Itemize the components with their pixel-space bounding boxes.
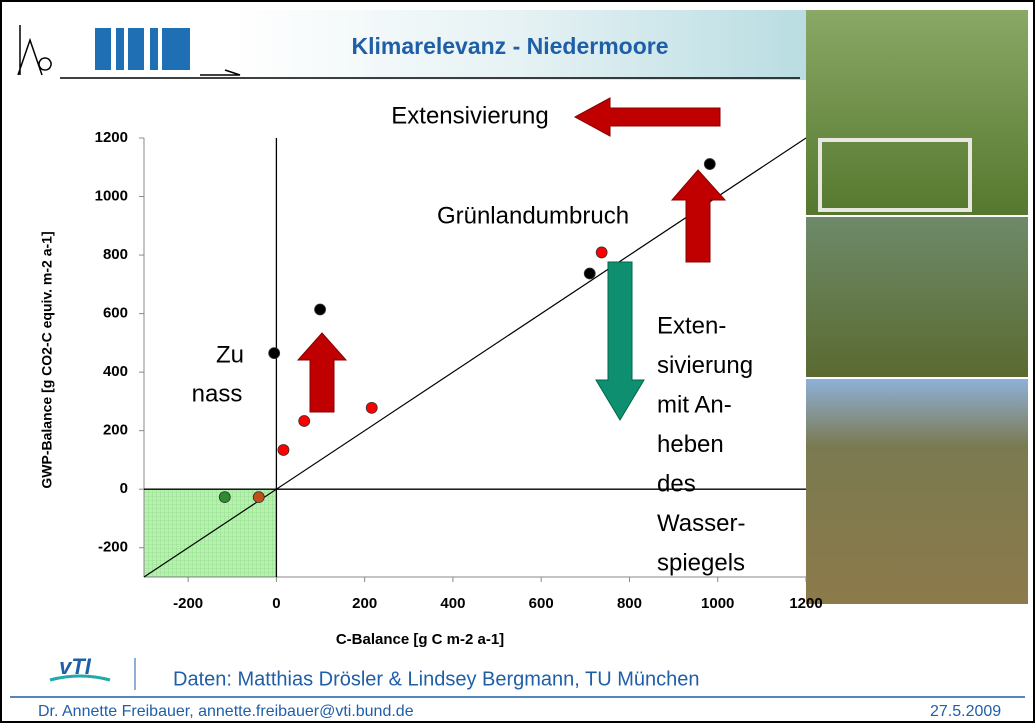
x-tick-label: 600 [529, 595, 554, 612]
x-tick-label: 200 [352, 595, 377, 612]
y-tick-label: 800 [103, 246, 128, 263]
annotation-line: sivierung [657, 352, 753, 379]
x-axis-label: C-Balance [g C m-2 a-1] [336, 631, 504, 648]
point [595, 246, 608, 259]
point [314, 303, 326, 316]
point [277, 444, 290, 456]
header-lines [17, 25, 800, 79]
arrow [595, 261, 645, 421]
y-tick-label: 600 [103, 305, 128, 322]
source: Daten: Matthias Drösler & Lindsey Bergma… [173, 668, 700, 690]
point [583, 267, 596, 280]
x-tick-label: -200 [173, 595, 203, 612]
x-tick-label: 1200 [789, 595, 822, 612]
photo [806, 217, 1028, 377]
arrow [670, 169, 727, 263]
annotation-line: des [657, 470, 696, 497]
annotation-line: Wasser- [657, 510, 745, 537]
point [252, 491, 265, 504]
x-tick-label: 0 [272, 595, 280, 612]
annotation-line: Exten- [657, 312, 726, 339]
y-tick-label: 0 [120, 480, 128, 497]
point [298, 415, 311, 427]
tum-logo [95, 28, 190, 70]
photo [806, 10, 1028, 215]
header-band [230, 10, 806, 80]
point [218, 491, 231, 504]
y-tick-label: 1200 [95, 129, 128, 146]
point [365, 401, 378, 414]
annotation: Grünlandumbruch [437, 202, 629, 229]
annotation: Extensivierung [391, 102, 548, 129]
y-tick-label: 200 [103, 422, 128, 439]
annotation-line: spiegels [657, 549, 745, 576]
y-tick-label: 400 [103, 363, 128, 380]
date: 27.5.2009 [930, 703, 1001, 720]
y-axis-label: GWP-Balance [g CO2-C equiv. m-2 a-1] [39, 231, 55, 488]
slide-title: Klimarelevanz - Niedermoore [351, 33, 668, 59]
annotation-block: Exten-sivierung mit An-heben des Wasser-spi… [657, 312, 753, 576]
annotation: nass [192, 380, 243, 407]
photo-frame [818, 138, 972, 212]
arrow [296, 332, 348, 413]
annotation-line: mit An- [657, 391, 732, 418]
x-tick-label: 1000 [701, 595, 734, 612]
annotation: Zu [216, 341, 244, 368]
y-tick-label: 1000 [95, 188, 128, 205]
y-tick-label: -200 [98, 539, 128, 556]
arrow [573, 97, 721, 137]
annotation-line: heben [657, 431, 724, 458]
author: Dr. Annette Freibauer, annette.freibauer… [38, 703, 414, 720]
photo [806, 379, 1028, 604]
point [703, 158, 716, 170]
point [268, 347, 281, 360]
logo-swoosh [49, 674, 111, 682]
x-tick-label: 400 [440, 595, 465, 612]
x-tick-label: 800 [617, 595, 642, 612]
